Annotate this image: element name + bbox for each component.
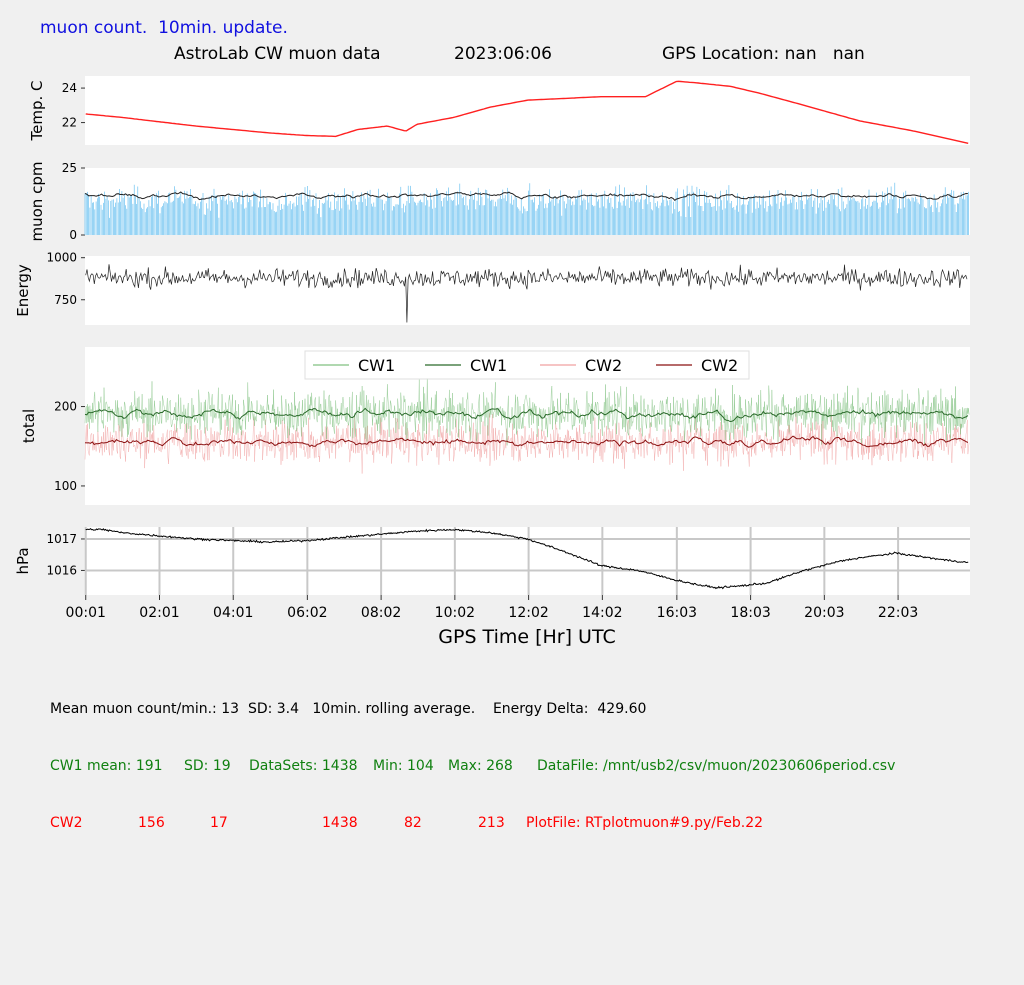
footer-stats: Mean muon count/min.: 13 SD: 3.4 10min. … bbox=[50, 662, 895, 852]
xtick-label: 06:02 bbox=[287, 605, 327, 621]
temperature-line bbox=[85, 80, 969, 144]
legend-label-2: CW1 bbox=[470, 356, 507, 375]
temperature-ylabel: Temp. C bbox=[28, 81, 46, 142]
xtick-label: 04:01 bbox=[213, 605, 253, 621]
cw1-datasets: DataSets: 1438 bbox=[249, 758, 358, 774]
cw2-min: 82 bbox=[404, 815, 422, 831]
pressure-plot-area bbox=[85, 527, 970, 595]
xtick-label: 22:03 bbox=[878, 605, 918, 621]
chart-date: 2023:06:06 bbox=[454, 44, 552, 64]
xtick-label: 10:02 bbox=[435, 605, 475, 621]
update-status-text: muon count. 10min. update. bbox=[40, 18, 288, 38]
footer-cw1-row: CW1 mean: 191 SD: 19 DataSets: 1438 Min:… bbox=[50, 757, 895, 776]
legend-label-3: CW2 bbox=[585, 356, 622, 375]
xtick-label: 02:01 bbox=[139, 605, 179, 621]
cw2-label: CW2 bbox=[50, 815, 83, 831]
pressure-ylabel: hPa bbox=[14, 547, 32, 574]
footer-summary: Mean muon count/min.: 13 SD: 3.4 10min. … bbox=[50, 701, 647, 717]
muon-cpm-ytick-label: 25 bbox=[62, 161, 77, 175]
pressure-ytick-label: 1016 bbox=[46, 563, 77, 577]
energy-ytick-label: 1000 bbox=[46, 251, 77, 265]
xtick-label: 20:03 bbox=[804, 605, 844, 621]
gps-location: GPS Location: nan nan bbox=[662, 44, 865, 64]
cw1-min: Min: 104 bbox=[373, 758, 434, 774]
x-axis-label: GPS Time [Hr] UTC bbox=[438, 626, 615, 648]
legend-label-4: CW2 bbox=[701, 356, 738, 375]
footer-cw2-row: CW2 156 17 1438 82 213 PlotFile: RTplotm… bbox=[50, 814, 763, 833]
muon-cpm-ytick-label: 0 bbox=[69, 228, 77, 242]
xtick-label: 16:03 bbox=[657, 605, 697, 621]
total-ytick-label: 200 bbox=[54, 400, 77, 414]
temperature-plot-area bbox=[85, 76, 970, 145]
temperature-ytick-label: 22 bbox=[62, 116, 77, 130]
temperature-panel: 22 24 Temp. C bbox=[28, 76, 970, 145]
cw1-sd: SD: 19 bbox=[184, 758, 231, 774]
cw1-raw-line bbox=[84, 378, 970, 446]
footer-summary-row: Mean muon count/min.: 13 SD: 3.4 10min. … bbox=[50, 700, 646, 719]
energy-plot-area bbox=[85, 256, 970, 325]
muon-cpm-ylabel: muon cpm bbox=[28, 162, 46, 242]
xtick-label: 08:02 bbox=[361, 605, 401, 621]
cw1-average-line bbox=[84, 407, 969, 423]
energy-line bbox=[85, 264, 968, 323]
cw1-max: Max: 268 bbox=[448, 758, 513, 774]
xtick-label: 00:01 bbox=[66, 605, 106, 621]
energy-ytick-label: 750 bbox=[54, 293, 77, 307]
legend-label-1: CW1 bbox=[358, 356, 395, 375]
chart-title: AstroLab CW muon data bbox=[174, 44, 381, 64]
xtick-label: 12:02 bbox=[508, 605, 548, 621]
energy-panel: 750 1000 Energy bbox=[14, 251, 970, 325]
total-panel: 100 200 total CW1 CW1 CW2 CW2 bbox=[20, 347, 970, 505]
xtick-label: 18:03 bbox=[730, 605, 770, 621]
cw2-average-line bbox=[84, 435, 969, 448]
pressure-line bbox=[85, 528, 969, 590]
pressure-ytick-label: 1017 bbox=[46, 532, 77, 546]
pressure-panel: 1016 1017 hPa 00:01 02:01 04:01 06:02 08:02 10:0… bbox=[14, 527, 970, 648]
cw2-max: 213 bbox=[478, 815, 505, 831]
cw2-mean: 156 bbox=[138, 815, 165, 831]
total-legend: CW1 CW1 CW2 CW2 bbox=[304, 350, 750, 380]
cw2-datasets: 1438 bbox=[322, 815, 358, 831]
total-ytick-label: 100 bbox=[54, 479, 77, 493]
xtick-label: 14:02 bbox=[582, 605, 622, 621]
data-file: DataFile: /mnt/usb2/csv/muon/20230606per… bbox=[537, 758, 896, 774]
muon-cpm-panel: 0 25 muon cpm bbox=[28, 161, 970, 242]
cw1-mean: CW1 mean: 191 bbox=[50, 758, 163, 774]
muon-cpm-average-line bbox=[84, 191, 968, 201]
temperature-ytick-label: 24 bbox=[62, 81, 77, 95]
energy-ylabel: Energy bbox=[14, 264, 32, 317]
total-ylabel: total bbox=[20, 409, 38, 443]
muon-dashboard-chart: 22 24 Temp. C 0 25 muon cpm 750 1000 Energy 100 20… bbox=[14, 76, 970, 648]
muon-cpm-bars bbox=[84, 182, 969, 235]
plot-file: PlotFile: RTplotmuon#9.py/Feb.22 bbox=[526, 815, 764, 831]
cw2-sd: 17 bbox=[210, 815, 228, 831]
